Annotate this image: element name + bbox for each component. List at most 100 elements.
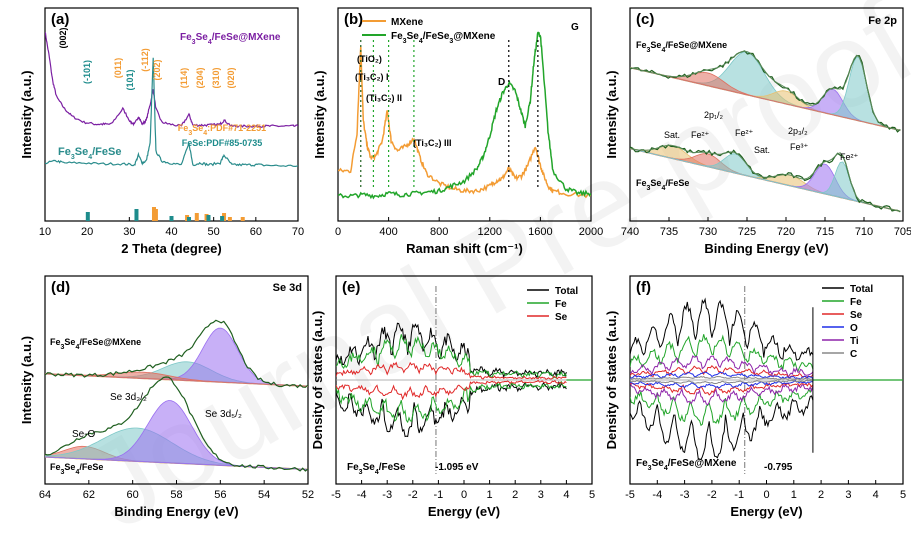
panel-a-legend-top: Fe3Se4/FeSe@MXene (180, 32, 281, 46)
panel-f-dos-curve (630, 375, 814, 381)
panel-a-hkl-label: (202) (152, 59, 162, 80)
panel-c-tick-label: 730 (699, 226, 717, 238)
panel-e-tick-label: 1 (487, 489, 493, 501)
panel-b-annotation: G (571, 22, 579, 33)
panel-d-tick-label: 54 (258, 489, 270, 501)
panel-a-panel-label: (a) (51, 11, 69, 28)
panel-a-hkl-label: (011) (113, 58, 123, 79)
panel-d-annotation: Se 3d₃/₂ (110, 392, 147, 403)
panel-c-bottom-envelope (630, 144, 901, 212)
panel-f-legend-label: Total (850, 284, 873, 295)
panel-d-tick-label: 56 (214, 489, 226, 501)
panel-b-tick-label: 400 (379, 226, 397, 238)
panel-c-top-envelope (630, 50, 901, 131)
panel-a-hkl-label: (-112) (140, 48, 150, 72)
panel-b-tick-label: 1600 (528, 226, 552, 238)
panel-b-legend-label: MXene (391, 17, 424, 28)
panel-f-dos-curve (630, 379, 814, 389)
panel-c-panel-label: (c) (636, 11, 654, 28)
panel-f-dos-curve (630, 334, 814, 373)
panel-f-dos-curve (630, 365, 814, 379)
panel-f-dos-curve (630, 355, 814, 379)
panel-d-tick-label: 62 (83, 489, 95, 501)
panel-c-tick-label: 740 (621, 226, 639, 238)
panel-a-hkl-label: (114) (179, 68, 189, 89)
panel-c-tick-label: 705 (894, 226, 911, 238)
panel-a-x-axis-label: 2 Theta (degree) (121, 241, 221, 256)
panel-f-dos-curve (630, 371, 814, 380)
panel-a-legend-bottom: Fe3Se4/FeSe (58, 146, 121, 161)
panel-f-dos-curve (630, 382, 814, 396)
panel-f-dos-curve (630, 379, 814, 384)
panel-b-annotation: (Ti₃C₂) III (413, 138, 452, 148)
panel-e-dos-curve (336, 361, 567, 380)
panel-c-tick-label: 720 (777, 226, 795, 238)
panel-e-dos-curve (336, 334, 567, 379)
panel-b-series-line (338, 46, 591, 199)
panel-a-tick-label: 30 (123, 226, 135, 238)
panel-d-x-axis-label: Binding Energy (eV) (114, 504, 238, 519)
panel-f-tick-label: 2 (818, 489, 824, 501)
panel-b-series-line (338, 31, 591, 200)
panel-a-y-axis-label: Intensity (a.u.) (19, 70, 34, 158)
panel-e-legend-label: Fe (555, 299, 567, 310)
panel-d-annotation: Se 3d₅/₂ (205, 409, 242, 420)
panel-f-tick-label: -5 (625, 489, 635, 501)
panel-a-ref-bar (194, 213, 199, 221)
panel-d-y-axis-label: Intensity (a.u.) (19, 336, 34, 424)
panel-b-annotation: (Ti₃C₂) II (366, 93, 402, 103)
panel-a-hkl-label: (101) (125, 69, 135, 90)
panel-c-annotation: 2p₃/₂ (788, 126, 808, 136)
panel-a-hkl-label: (-101) (82, 60, 92, 84)
panel-a-ref-label: FeSe:PDF#85-0735 (182, 138, 263, 148)
panel-e-tick-label: -3 (382, 489, 392, 501)
panel-b-frame (337, 7, 592, 222)
panel-a-ref-bar (169, 216, 174, 221)
panel-c-top-label: Fe3Se4/FeSe@MXene (636, 40, 727, 54)
panel-d-tick-label: 58 (170, 489, 182, 501)
panel-a-tick-label: 40 (165, 226, 177, 238)
panel-b-tick-label: 0 (335, 226, 341, 238)
panel-c-tick-label: 725 (738, 226, 756, 238)
panel-f-dos-curve (630, 382, 814, 406)
panel-a-hkl-label: (310) (211, 67, 221, 88)
panel-a-tick-label: 50 (208, 226, 220, 238)
panel-a-ref-bar (85, 212, 90, 221)
panel-c-annotation: Fe³⁺ (790, 142, 809, 152)
panel-a-tick-label: 70 (292, 226, 304, 238)
panel-f-tick-label: -2 (707, 489, 717, 501)
panel-c-annotation: Fe²⁺ (840, 152, 859, 162)
panel-b-tick-label: 800 (430, 226, 448, 238)
panel-b-y-axis-label: Intensity (a.u.) (312, 70, 327, 158)
panel-e-dos-curve (336, 380, 567, 438)
panel-c-annotation: Fe²⁺ (691, 130, 710, 140)
panel-d-tick-label: 52 (302, 489, 314, 501)
panel-e-dos-curve (336, 379, 567, 401)
panel-c-x-axis-label: Binding Energy (eV) (704, 241, 828, 256)
panel-f-legend-label: O (850, 323, 858, 334)
panel-e-y-axis-label: Density of states (a.u.) (310, 311, 325, 450)
panel-c-title: Fe 2p (868, 15, 897, 27)
panel-f-tick-label: 0 (763, 489, 769, 501)
panel-a-ref-bar (227, 217, 232, 221)
panel-a-tick-label: 20 (81, 226, 93, 238)
panel-e-tick-label: -1 (434, 489, 444, 501)
panel-b-x-axis-label: Raman shift (cm⁻¹) (406, 241, 523, 256)
panel-f-legend-label: C (850, 349, 857, 360)
panel-d-top-raw-curve (45, 319, 308, 389)
panel-d-tick-label: 64 (39, 489, 51, 501)
panel-a-hkl-label: (002) (58, 27, 68, 48)
panel-f-tick-label: -1 (734, 489, 744, 501)
panel-f-tick-label: -3 (680, 489, 690, 501)
panel-a-hkl-label: (020) (226, 67, 236, 88)
panel-e-tick-label: 2 (512, 489, 518, 501)
panel-b-tick-label: 1200 (478, 226, 502, 238)
panel-c-annotation: Sat. (754, 145, 770, 155)
panel-f-dos-curve (630, 395, 814, 461)
panel-c-annotation: Sat. (664, 130, 680, 140)
panel-d-bottom-raw-curve (45, 376, 308, 472)
panel-e-material-label: Fe3Se4/FeSe (347, 462, 406, 476)
panel-e-tick-label: 5 (589, 489, 595, 501)
panel-f-dos-curve (630, 387, 814, 427)
panel-f-legend-label: Ti (850, 336, 859, 347)
